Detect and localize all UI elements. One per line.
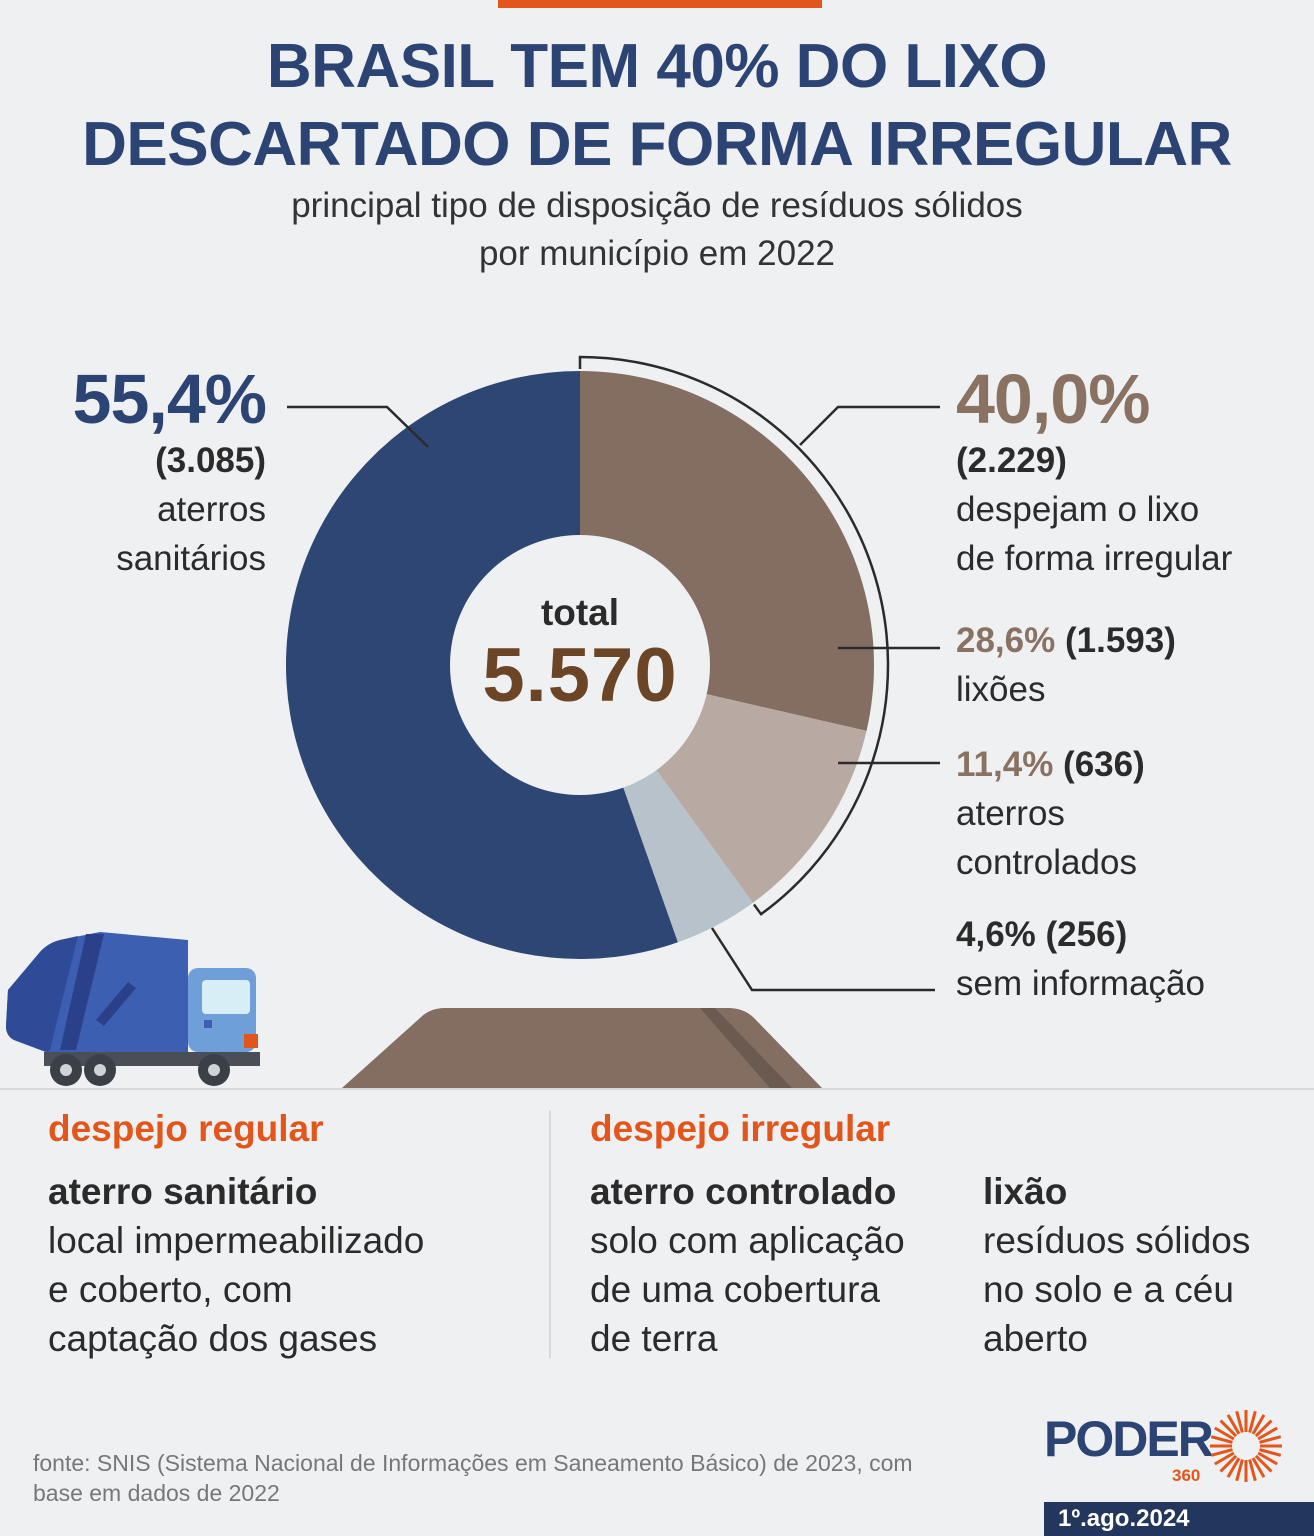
landfill-road-stripe xyxy=(700,1008,792,1088)
sunburst-ray xyxy=(1210,1448,1233,1457)
label-sem-info: 4,6% (256) sem informação xyxy=(956,910,1296,1008)
sunburst-ray xyxy=(1251,1414,1266,1435)
sunburst-ray xyxy=(1257,1426,1278,1441)
regular-heading: despejo regular xyxy=(48,1108,324,1149)
source-line-2: base em dados de 2022 xyxy=(33,1480,280,1506)
irregular-group-bracket xyxy=(578,355,890,916)
label-irregular-count: (2.229) xyxy=(956,441,1067,480)
label-sanitario-line2: sanitários xyxy=(116,539,266,578)
vertical-divider xyxy=(549,1110,551,1358)
center-total-label: total xyxy=(540,592,620,633)
label-irregular-line2: de forma irregular xyxy=(956,539,1233,578)
label-sanitario: 55,4% (3.085) aterros sanitários xyxy=(40,360,267,583)
definition-aterro-sanitario-title: aterro sanitário xyxy=(48,1171,318,1212)
sunburst-ray xyxy=(1235,1410,1244,1433)
definition-lixao: lixão resíduos sólidos no solo e a céu a… xyxy=(983,1167,1303,1363)
label-sem-info-line1: sem informação xyxy=(956,964,1205,1003)
definition-lixao-line: resíduos sólidos xyxy=(983,1220,1251,1261)
landfill-mound-illustration xyxy=(342,1008,822,1088)
label-sanitario-line1: aterros xyxy=(157,490,266,529)
definition-aterro-sanitario-line: e coberto, com xyxy=(48,1269,293,1310)
horizontal-divider xyxy=(0,1088,1314,1090)
sunburst-ray xyxy=(1214,1451,1235,1466)
center-total-value: 5.570 xyxy=(482,633,678,718)
donut-chart xyxy=(6,355,940,1088)
subtitle-line-2: por município em 2022 xyxy=(478,234,836,273)
sunburst-ray xyxy=(1248,1459,1257,1482)
label-sanitario-count: (3.085) xyxy=(155,441,266,480)
label-sem-info-count: (256) xyxy=(1045,915,1128,954)
definition-lixao-title: lixão xyxy=(983,1171,1068,1212)
definition-aterro-controlado-line: solo com aplicação xyxy=(590,1220,905,1261)
definition-aterro-sanitario: aterro sanitário local impermeabilizado … xyxy=(48,1167,538,1363)
leader-line-sanitario xyxy=(287,405,429,448)
irregular-heading: despejo irregular xyxy=(590,1108,891,1149)
donut-hole xyxy=(450,535,710,795)
source-line-1: fonte: SNIS (Sistema Nacional de Informa… xyxy=(33,1450,913,1476)
leader-line-irregular xyxy=(799,405,940,446)
definition-lixao-line: aberto xyxy=(983,1318,1088,1359)
label-controlados-count: (636) xyxy=(1063,745,1145,784)
label-lixoes-count: (1.593) xyxy=(1064,621,1176,660)
source-note: fonte: SNIS (Sistema Nacional de Informa… xyxy=(33,1448,993,1508)
sunburst-ray xyxy=(1248,1410,1257,1433)
definition-aterro-controlado-title: aterro controlado xyxy=(590,1171,897,1212)
label-lixoes-pct: 28,6% xyxy=(956,621,1056,660)
sunburst-ray xyxy=(1251,1457,1266,1478)
sunburst-ray xyxy=(1219,1454,1238,1473)
leader-line-sem-info xyxy=(710,927,935,992)
sunburst-ray xyxy=(1254,1419,1273,1438)
logo-sub: 360 xyxy=(1172,1466,1201,1485)
top-accent-bar xyxy=(498,0,822,8)
label-sem-info-pct: 4,6% xyxy=(956,915,1036,954)
sunburst-ray xyxy=(1259,1448,1282,1457)
label-irregular-line1: despejam o lixo xyxy=(956,490,1200,529)
label-controlados-line1: aterros xyxy=(956,794,1065,833)
sunburst-ray xyxy=(1214,1426,1235,1441)
definition-aterro-controlado: aterro controlado solo com aplicação de … xyxy=(590,1167,970,1363)
definition-aterro-controlado-line: de terra xyxy=(590,1318,718,1359)
sunburst-ray xyxy=(1226,1457,1241,1478)
label-sanitario-pct: 55,4% xyxy=(72,360,267,438)
page-subtitle: principal tipo de disposição de resíduos… xyxy=(0,182,1314,278)
garbage-truck-icon xyxy=(6,932,260,1086)
title-line-2: DESCARTADO DE FORMA IRREGULAR xyxy=(82,110,1232,179)
subtitle-line-1: principal tipo de disposição de resíduos… xyxy=(291,186,1023,225)
sunburst-ray xyxy=(1257,1451,1278,1466)
sunburst-ray xyxy=(1226,1414,1241,1435)
label-irregular: 40,0% (2.229) despejam o lixo de forma i… xyxy=(956,364,1296,583)
date-badge: 1º.ago.2024 xyxy=(1044,1502,1314,1536)
label-controlados: 11,4% (636) aterros controlados xyxy=(956,740,1296,887)
sun-burst-icon xyxy=(1210,1410,1282,1482)
label-lixoes-line1: lixões xyxy=(956,670,1046,709)
label-controlados-line2: controlados xyxy=(956,843,1137,882)
sunburst-ray xyxy=(1219,1419,1238,1438)
definition-aterro-sanitario-line: local impermeabilizado xyxy=(48,1220,425,1261)
title-line-1: BRASIL TEM 40% DO LIXO xyxy=(266,32,1048,101)
label-controlados-pct: 11,4% xyxy=(956,745,1054,784)
sunburst-ray xyxy=(1210,1435,1233,1444)
sunburst-ray xyxy=(1254,1454,1273,1473)
page-title: BRASIL TEM 40% DO LIXO DESCARTADO DE FOR… xyxy=(0,28,1314,184)
sunburst-ray xyxy=(1235,1459,1244,1482)
label-irregular-pct: 40,0% xyxy=(956,360,1150,438)
definition-aterro-sanitario-line: captação dos gases xyxy=(48,1318,378,1359)
definition-aterro-controlado-line: de uma cobertura xyxy=(590,1269,881,1310)
definition-lixao-line: no solo e a céu xyxy=(983,1269,1234,1310)
sunburst-ray xyxy=(1259,1435,1282,1444)
logo-text: PODER xyxy=(1044,1411,1214,1467)
label-lixoes: 28,6% (1.593) lixões xyxy=(956,616,1296,714)
